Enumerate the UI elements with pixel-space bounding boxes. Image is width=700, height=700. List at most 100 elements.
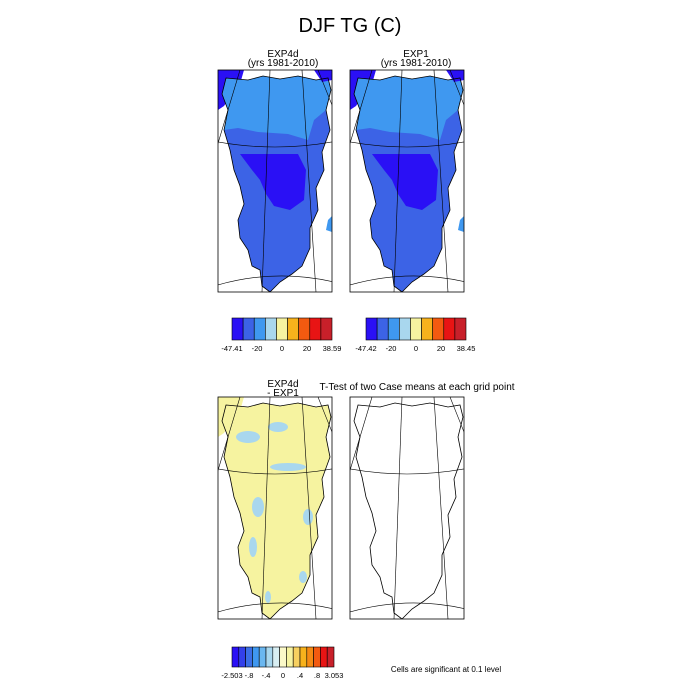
longitude-line bbox=[393, 397, 403, 619]
greenland-interior bbox=[240, 154, 306, 210]
map-panel-2 bbox=[349, 69, 465, 293]
map-panel-3 bbox=[217, 396, 333, 620]
colorbar-swatch bbox=[272, 646, 280, 668]
longitude-line bbox=[317, 397, 332, 433]
colorbar-swatch bbox=[306, 646, 314, 668]
latitude-line bbox=[350, 275, 464, 286]
colorbar-swatch bbox=[410, 317, 422, 341]
colorbar-tick-label: .4 bbox=[297, 671, 303, 680]
longitude-line bbox=[393, 70, 403, 292]
island-patch bbox=[326, 216, 332, 232]
colorbar-swatch bbox=[242, 317, 255, 341]
colorbar-tick-label: -20 bbox=[252, 344, 263, 353]
map-frame bbox=[349, 69, 465, 293]
colorbar-swatch bbox=[421, 317, 433, 341]
colorbar-tick-label: 3.053 bbox=[325, 671, 344, 680]
colorbar-swatch bbox=[253, 317, 266, 341]
map-frame bbox=[349, 396, 465, 620]
panel-2-subtitle: (yrs 1981-2010) bbox=[381, 58, 452, 69]
diff-negative-cell-1 bbox=[236, 431, 260, 443]
colorbar-swatch bbox=[245, 646, 253, 668]
colorbar-swatch bbox=[376, 317, 389, 341]
colorbar-swatch bbox=[258, 646, 267, 668]
colorbar-2: -47.42 -20 0 20 38.45 bbox=[355, 317, 475, 353]
figure-title: DJF TG (C) bbox=[299, 15, 402, 37]
longitude-line bbox=[433, 397, 449, 619]
colorbar-tick-label: -.4 bbox=[262, 671, 271, 680]
diff-negative-cell-7 bbox=[265, 591, 271, 603]
colorbar-swatch bbox=[320, 646, 328, 668]
diff-negative-cell-6 bbox=[249, 537, 257, 557]
latitude-line bbox=[218, 275, 332, 286]
island-patch bbox=[458, 216, 464, 232]
colorbar-swatch bbox=[292, 646, 301, 668]
map-frame bbox=[217, 69, 333, 293]
diff-negative-cell-4 bbox=[252, 497, 264, 517]
longitude-line bbox=[350, 397, 373, 472]
colorbar-swatch bbox=[454, 317, 467, 341]
diff-negative-cell-8 bbox=[299, 571, 307, 583]
colorbar-swatch bbox=[365, 317, 378, 341]
colorbars: -47.41 -20 0 20 38.59 -47.42 -20 0 20 38.45 -2.503… bbox=[221, 317, 475, 680]
colorbar-swatch bbox=[326, 646, 335, 668]
colorbar-swatch bbox=[231, 317, 244, 341]
colorbar-swatch bbox=[320, 317, 333, 341]
colorbar-swatch bbox=[299, 646, 308, 668]
colorbar-swatch bbox=[276, 317, 288, 341]
north-ice-patch bbox=[314, 70, 332, 82]
longitude-line bbox=[218, 397, 241, 472]
colorbar-tick-label: 38.59 bbox=[323, 344, 342, 353]
greenland-interior bbox=[372, 154, 438, 210]
colorbar-tick-label: 20 bbox=[303, 344, 311, 353]
colorbar-swatch bbox=[286, 646, 294, 668]
colorbar-swatch bbox=[309, 317, 322, 341]
colorbar-tick-label: -.8 bbox=[245, 671, 254, 680]
colorbar-tick-label: .8 bbox=[314, 671, 320, 680]
map-panels bbox=[217, 69, 465, 620]
longitude-line bbox=[449, 70, 464, 106]
colorbar-swatch bbox=[287, 317, 299, 341]
longitude-line bbox=[350, 70, 373, 145]
colorbar-swatch bbox=[443, 317, 456, 341]
longitude-line bbox=[261, 70, 271, 292]
longitude-line bbox=[433, 70, 449, 292]
colorbar-tick-label: -47.41 bbox=[221, 344, 242, 353]
colorbar-swatch bbox=[313, 646, 321, 668]
panel-1-subtitle: (yrs 1981-2010) bbox=[248, 58, 319, 69]
latitude-line bbox=[218, 141, 332, 148]
panel-2-title: EXP1 bbox=[403, 49, 429, 60]
longitude-line bbox=[317, 70, 332, 106]
greenland-diff bbox=[222, 403, 331, 619]
diff-negative-cell-2 bbox=[268, 422, 288, 432]
diff-negative-cell-5 bbox=[303, 509, 313, 525]
colorbar-tick-label: -20 bbox=[386, 344, 397, 353]
longitude-line bbox=[301, 397, 317, 619]
panel-3-title: EXP4d bbox=[267, 379, 298, 390]
colorbar-swatch bbox=[298, 317, 311, 341]
significance-note: Cells are significant at 0.1 level bbox=[391, 665, 502, 674]
colorbar-tick-label: 20 bbox=[437, 344, 445, 353]
latitude-line bbox=[350, 602, 464, 613]
coastline bbox=[353, 75, 464, 292]
latitude-line bbox=[350, 468, 464, 475]
coastline bbox=[221, 75, 332, 292]
map-panel-4 bbox=[349, 396, 465, 620]
colorbar-tick-label: 0 bbox=[280, 344, 284, 353]
coastline bbox=[353, 402, 464, 619]
colorbar-swatch bbox=[387, 317, 400, 341]
colorbar-tick-label: 0 bbox=[281, 671, 285, 680]
colorbar-swatch bbox=[231, 646, 240, 668]
colorbar-1: -47.41 -20 0 20 38.59 bbox=[221, 317, 342, 353]
colorbar-3: -2.503 -.8 -.4 0 .4 .8 3.053 bbox=[221, 646, 344, 680]
colorbar-swatch bbox=[432, 317, 445, 341]
longitude-line bbox=[301, 70, 317, 292]
panel-3-subtitle: - EXP1 bbox=[267, 388, 299, 399]
colorbar-tick-label: -2.503 bbox=[221, 671, 242, 680]
colorbar-swatch bbox=[279, 646, 287, 668]
colorbar-tick-label: 0 bbox=[414, 344, 418, 353]
colorbar-swatch bbox=[238, 646, 246, 668]
panel-4-title: T-Test of two Case means at each grid po… bbox=[319, 382, 514, 393]
north-ice-patch bbox=[446, 70, 464, 82]
latitude-line bbox=[350, 141, 464, 148]
